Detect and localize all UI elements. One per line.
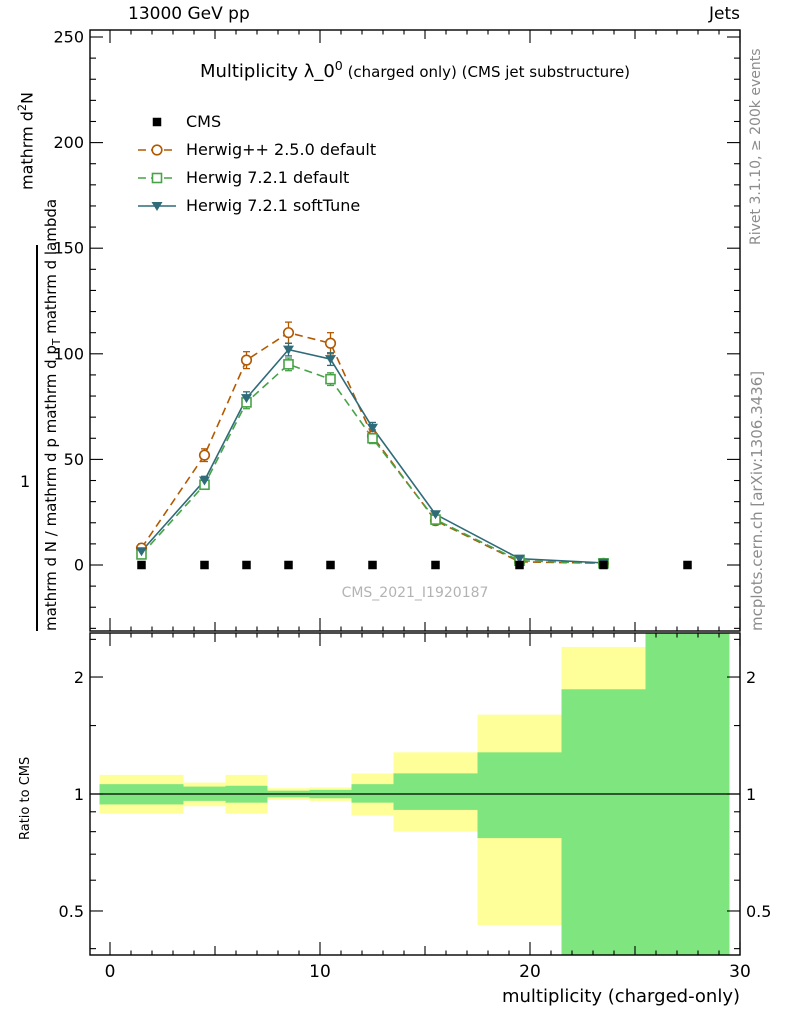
- svg-text:2: 2: [746, 668, 756, 687]
- svg-text:30: 30: [729, 962, 751, 982]
- svg-text:200: 200: [53, 133, 84, 152]
- svg-text:0.5: 0.5: [59, 902, 84, 921]
- plot-title: Multiplicity λ_00 (charged only) (CMS je…: [199, 58, 631, 82]
- x-axis-label: multiplicity (charged-only): [501, 986, 740, 1007]
- y-axis-label-one: 1: [20, 472, 31, 491]
- svg-text:2: 2: [74, 668, 84, 687]
- svg-text:1: 1: [746, 785, 756, 804]
- y-axis-label-denominator: mathrm d N / mathrm d p mathrm d pT math…: [42, 198, 63, 631]
- svg-text:20: 20: [519, 962, 541, 982]
- svg-text:0.5: 0.5: [746, 902, 771, 921]
- ratio-bands: [99, 633, 730, 955]
- svg-text:1: 1: [74, 785, 84, 804]
- ratio-axis-label: Ratio to CMS: [18, 756, 33, 840]
- rivet-version-note: Rivet 3.1.10, ≥ 200k events: [748, 48, 764, 245]
- svg-text:250: 250: [53, 28, 84, 47]
- y-axis-fraction-bar: [36, 245, 38, 631]
- svg-text:0: 0: [105, 962, 116, 982]
- svg-text:50: 50: [64, 450, 84, 469]
- svg-text:100: 100: [53, 344, 84, 363]
- axis-ticks: [90, 30, 741, 955]
- legend-item-herwigpp-default: Herwig++ 2.5.0 default: [186, 140, 377, 159]
- mcplots-citation-note: mcplots.cern.ch [arXiv:1306.3436]: [748, 370, 766, 631]
- legend-item-herwig7-softtune: Herwig 7.2.1 softTune: [186, 196, 361, 215]
- svg-text:150: 150: [53, 239, 84, 258]
- svg-text:0: 0: [74, 556, 84, 575]
- analysis-group-label: Jets: [709, 4, 740, 24]
- analysis-id-watermark: CMS_2021_I1920187: [341, 585, 489, 601]
- beam-energy-label: 13000 GeV pp: [128, 4, 250, 24]
- legend-item-herwig7-default: Herwig 7.2.1 default: [186, 168, 350, 187]
- y-axis-label-numerator: mathrm d2N: [16, 91, 37, 190]
- legend-item-cms: CMS: [186, 112, 222, 131]
- svg-text:10: 10: [309, 962, 331, 982]
